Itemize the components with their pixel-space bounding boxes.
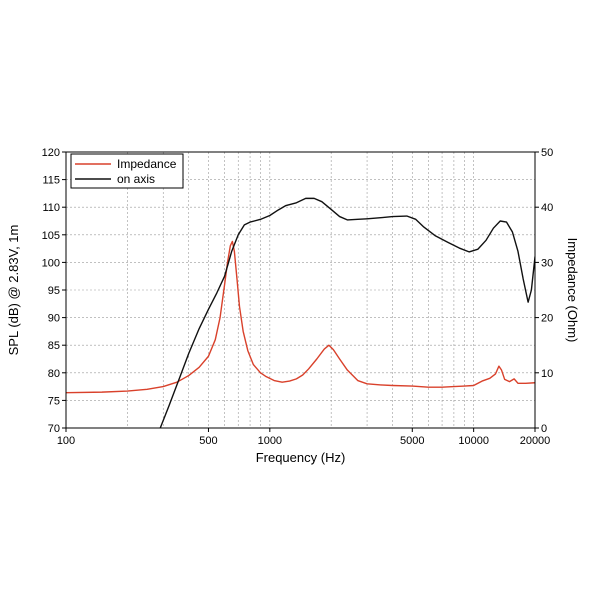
y-right-tick-label: 10: [541, 368, 553, 380]
y-left-tick-label: 115: [42, 175, 60, 187]
y-left-tick-label: 110: [42, 202, 60, 214]
series-line-on-axis: [159, 197, 535, 428]
y-right-tick-label: 0: [541, 423, 547, 435]
x-axis-title: Frequency (Hz): [256, 450, 346, 465]
y-axis-right-title: Impedance (Ohm): [565, 238, 580, 343]
legend-box: [70, 153, 184, 189]
x-tick-label: 20000: [520, 435, 551, 447]
y-left-tick-label: 80: [48, 368, 60, 380]
y-left-tick-label: 120: [42, 147, 60, 159]
y-right-tick-label: 30: [541, 257, 553, 269]
series-layer: [66, 197, 535, 428]
x-tick-label: 500: [199, 435, 217, 447]
x-tick-label: 10000: [458, 435, 489, 447]
y-left-tick-label: 75: [48, 395, 60, 407]
y-axis-left-title: SPL (dB) @ 2.83V, 1m: [6, 225, 21, 356]
y-right-tick-label: 50: [541, 147, 553, 159]
grid-lines: [66, 152, 535, 428]
legend: Impedance on axis: [70, 153, 184, 189]
legend-label-on-axis: on axis: [117, 172, 155, 186]
tick-labels: 100 500 1000 5000 10000 200007075808590951001…: [42, 147, 554, 447]
y-right-tick-label: 20: [541, 313, 553, 325]
series-line-impedance: [66, 240, 535, 394]
y-left-tick-label: 85: [48, 340, 60, 352]
y-left-tick-label: 95: [48, 285, 60, 297]
y-right-tick-label: 40: [541, 202, 553, 214]
y-left-tick-label: 90: [48, 313, 60, 325]
legend-label-impedance: Impedance: [117, 157, 177, 171]
x-tick-label: 5000: [400, 435, 424, 447]
y-left-tick-label: 100: [42, 257, 60, 269]
x-tick-label: 100: [57, 435, 75, 447]
y-left-tick-label: 105: [42, 230, 60, 242]
x-tick-label: 1000: [258, 435, 282, 447]
y-left-tick-label: 70: [48, 423, 60, 435]
